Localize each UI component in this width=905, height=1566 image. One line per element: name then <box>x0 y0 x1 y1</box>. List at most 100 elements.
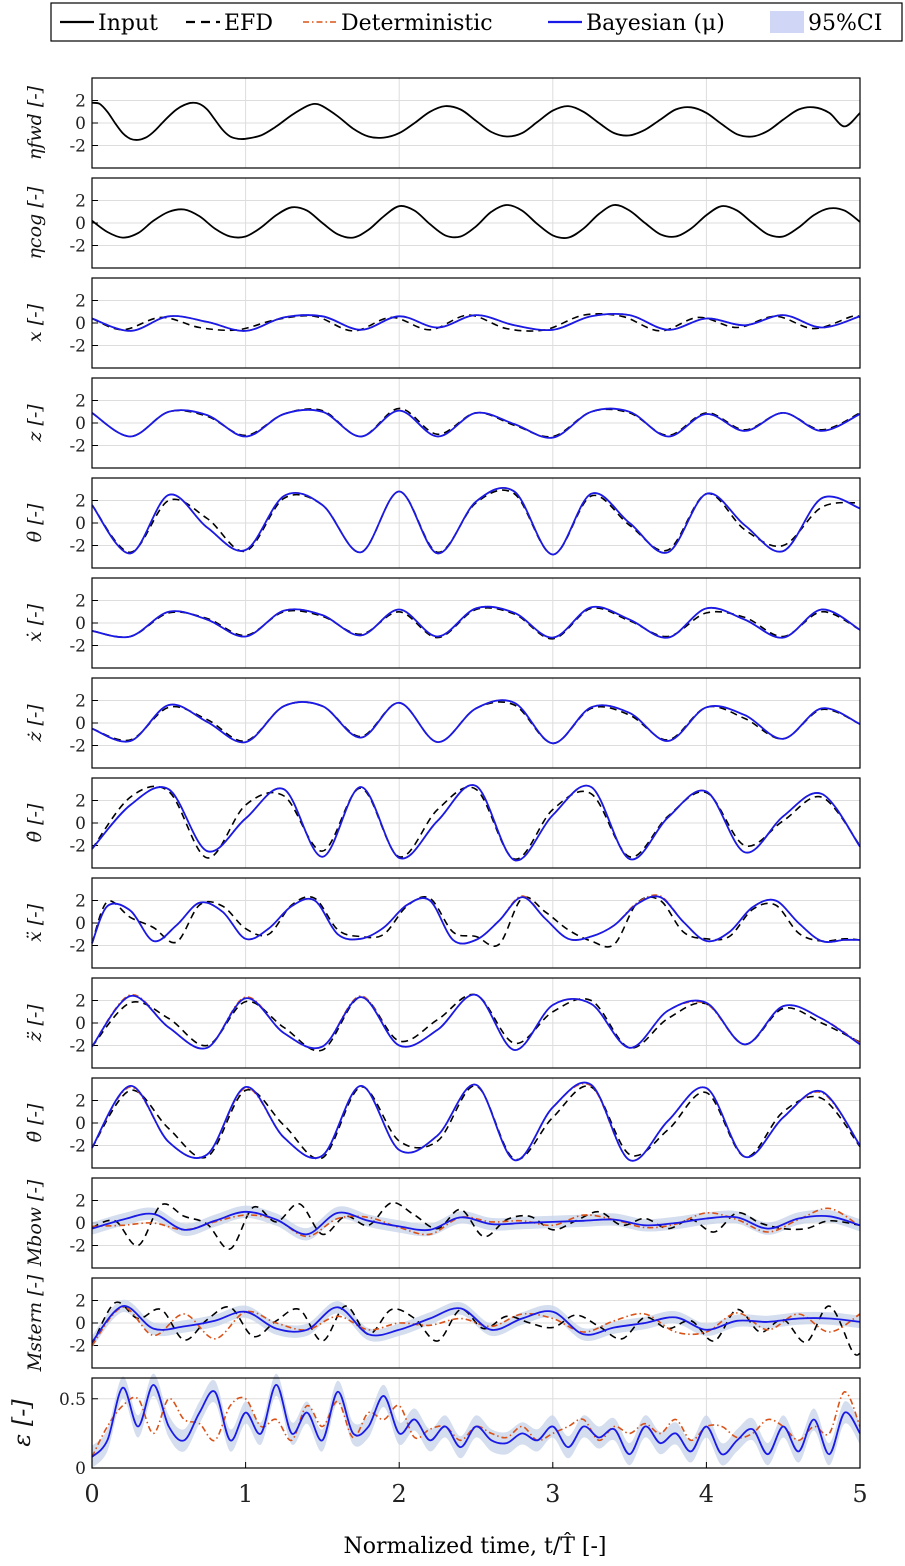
subplot-14: 0.5 0 ε [-] <box>8 1373 861 1479</box>
y-axis-label: ż [-] <box>24 704 46 743</box>
axes-frame <box>91 1177 861 1269</box>
y-tick-label: 0 <box>75 814 86 834</box>
series-line-bayesian <box>91 699 861 745</box>
series-line-deterministic <box>91 1306 861 1346</box>
axes-frame <box>91 277 861 369</box>
series-line-bayesian <box>91 895 861 945</box>
x-tick-label: 2 <box>392 1480 407 1508</box>
series-line-bayesian <box>91 487 861 556</box>
y-tick-label: 0 <box>75 1014 86 1034</box>
subplot-13: 20 -2 Mstern [-] <box>24 1274 861 1372</box>
subplot-11: 20 -2 θ̈ [-] <box>24 1077 861 1169</box>
series-line-bayesian <box>91 1210 861 1236</box>
axes-frame <box>91 677 861 769</box>
y-tick-label: -2 <box>69 1137 86 1157</box>
y-axis-label: θ̇ [-] <box>24 803 46 842</box>
subplot-8: 20 -2 θ̇ [-] <box>24 777 861 869</box>
y-tick-label: 0 <box>75 114 86 134</box>
y-tick-label: -2 <box>69 537 86 557</box>
axes-frame <box>91 477 861 569</box>
y-tick-label: 2 <box>75 192 86 212</box>
series-line-bayesian <box>91 407 861 439</box>
y-tick-label: -2 <box>69 237 86 257</box>
x-tick-label: 1 <box>238 1480 253 1508</box>
axes-frame <box>91 1377 861 1469</box>
series-line-bayesian <box>91 312 861 332</box>
axes-frame <box>91 777 861 869</box>
y-tick-label: 2 <box>75 792 86 812</box>
y-axis-label: ε [-] <box>8 1399 36 1447</box>
legend-label: EFD <box>224 11 273 36</box>
y-tick-label: 2 <box>75 392 86 412</box>
x-tick-label: 3 <box>545 1480 560 1508</box>
y-tick-label: 2 <box>75 892 86 912</box>
series-line-input <box>91 204 861 239</box>
axes-frame <box>91 77 861 169</box>
y-axis-label: ηcog [-] <box>24 186 46 259</box>
subplot-3: 20 -2 x [-] <box>24 277 861 369</box>
y-axis-label: ẍ [-] <box>24 903 46 942</box>
y-tick-label: 2 <box>75 492 86 512</box>
y-tick-label: -2 <box>69 737 86 757</box>
axes-frame <box>91 1277 861 1369</box>
y-tick-label: 0 <box>75 614 86 634</box>
legend-entry-efd: EFD <box>186 11 273 36</box>
series-line-deterministic <box>91 1391 861 1458</box>
axes-frame <box>91 577 861 669</box>
ci-band <box>92 1373 860 1468</box>
y-axis-label: θ̈ [-] <box>24 1103 46 1142</box>
y-tick-label: 0 <box>75 714 86 734</box>
x-tick-label: 5 <box>852 1480 867 1508</box>
y-tick-label: 2 <box>75 1192 86 1212</box>
y-axis-label: x [-] <box>24 303 46 342</box>
y-axis-label: θ [-] <box>24 503 46 542</box>
y-tick-label: -2 <box>69 1337 86 1357</box>
y-axis-label: ẋ [-] <box>24 603 46 642</box>
axes-frame <box>91 377 861 469</box>
subplot-1: 20 -2 ηfwd [-] <box>24 77 861 169</box>
series-line-bayesian <box>91 605 861 639</box>
y-tick-label: 2 <box>75 92 86 112</box>
series-line-efd <box>91 895 861 948</box>
legend: Input EFD Deterministic Bayesian (μ) 95%CI <box>50 2 903 42</box>
axes-frame <box>91 877 861 969</box>
y-tick-label: 0 <box>75 1214 86 1234</box>
ci-band <box>92 1299 860 1349</box>
y-tick-label: -2 <box>69 937 86 957</box>
subplot-7: 20 -2 ż [-] <box>24 677 861 769</box>
ci-band <box>92 1205 860 1241</box>
y-tick-label: 0 <box>75 514 86 534</box>
y-tick-label: -2 <box>69 637 86 657</box>
subplot-5: 20 -2 θ [-] <box>24 477 861 569</box>
legend-label: Input <box>98 11 158 36</box>
axes-frame <box>91 1077 861 1169</box>
y-tick-label: -2 <box>69 1037 86 1057</box>
series-line-bayesian <box>91 784 861 862</box>
y-tick-label: -2 <box>69 437 86 457</box>
y-tick-label: 0 <box>75 1114 86 1134</box>
series-line-bayesian <box>91 993 861 1051</box>
subplot-4: 20 -2 z [-] <box>24 377 861 469</box>
y-tick-label: 2 <box>75 292 86 312</box>
y-tick-label: -2 <box>69 1237 86 1257</box>
y-axis-label: ηfwd [-] <box>24 85 46 160</box>
legend-label: Bayesian (μ) <box>586 11 725 36</box>
x-tick-label: 0 <box>84 1480 99 1508</box>
legend-label: Deterministic <box>341 11 493 36</box>
y-tick-label: -2 <box>69 137 86 157</box>
y-tick-label: 2 <box>75 592 86 612</box>
y-tick-label: 0 <box>75 914 86 934</box>
x-axis-label: Normalized time, t/T̂ [-] <box>343 1533 606 1559</box>
y-tick-label: 0 <box>75 314 86 334</box>
y-tick-label: 2 <box>75 1092 86 1112</box>
y-tick-label: 2 <box>75 692 86 712</box>
series-line-efd <box>91 1301 861 1356</box>
legend-swatch <box>770 11 804 33</box>
legend-entry-ci: 95%CI <box>770 11 882 36</box>
series-line-bayesian <box>91 1384 861 1458</box>
y-tick-label: 0 <box>75 214 86 234</box>
x-tick-label: 4 <box>699 1480 714 1508</box>
series-line-efd <box>91 1201 861 1250</box>
